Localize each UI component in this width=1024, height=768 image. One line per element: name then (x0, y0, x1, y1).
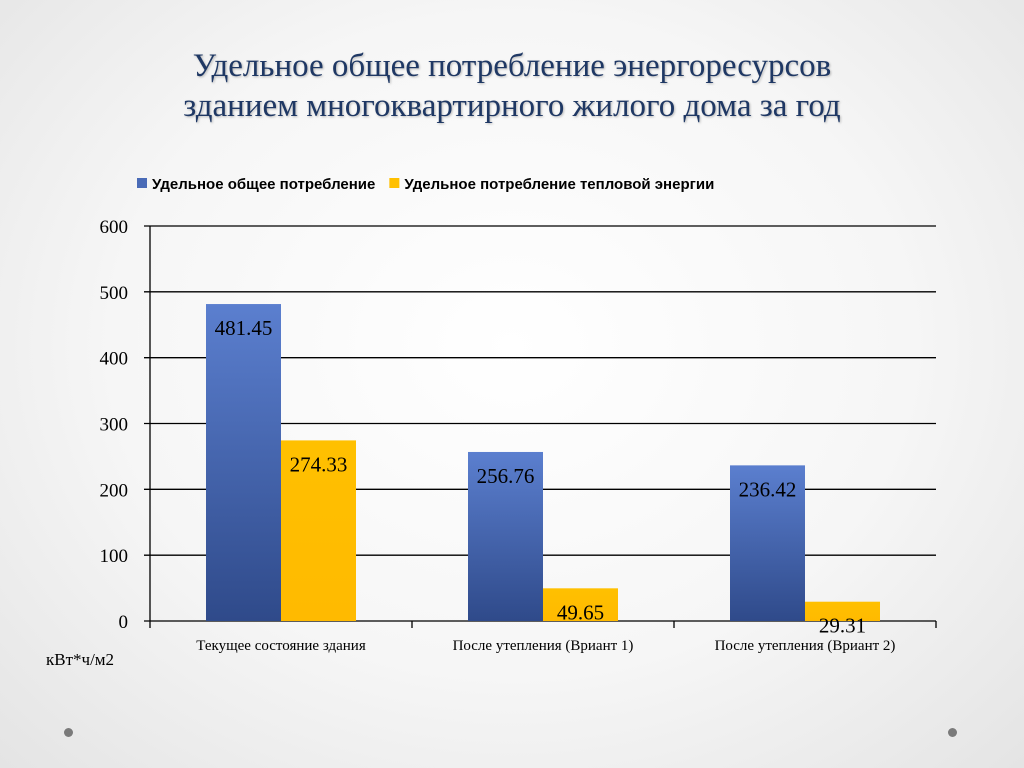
chart-bars (206, 304, 880, 621)
y-tick-label-100: 100 (100, 546, 129, 567)
y-tick-label-0: 0 (119, 612, 129, 633)
legend-swatch-2 (389, 178, 400, 188)
y-tick-label-500: 500 (100, 283, 129, 304)
chart-data-labels: 481.45 274.33 256.76 49.65 236.42 29.31 (215, 316, 867, 638)
x-axis: Текущее состояние здания После утепления … (149, 621, 937, 654)
x-category-label-2: После утепления (Вриант 1) (453, 638, 634, 654)
y-tick-label-300: 300 (100, 415, 129, 436)
y-axis: 0 100 200 300 400 500 600 (100, 217, 151, 633)
chart-legend: Удельное общее потребление Удельное потре… (137, 176, 714, 193)
y-tick-label-600: 600 (100, 217, 129, 238)
slide-title-line-2: зданием многоквартирного жилого дома за … (183, 88, 841, 124)
x-category-label-1: Текущее состояние здания (196, 638, 366, 654)
data-label-s2-2: 49.65 (557, 600, 604, 624)
decorative-dot-right (948, 728, 957, 737)
bar-s1-1 (206, 304, 281, 621)
legend-label-2: Удельное потребление тепловой энергии (404, 176, 714, 193)
y-tick-label-400: 400 (100, 349, 129, 370)
bar-s2-3 (805, 601, 880, 621)
legend-swatch-1 (137, 178, 147, 188)
bar-s2-2 (543, 588, 618, 621)
data-label-s1-2: 256.76 (477, 464, 535, 488)
legend-label-1: Удельное общее потребление (152, 176, 375, 193)
y-tick-label-200: 200 (100, 480, 129, 501)
bar-s1-2 (468, 451, 543, 621)
x-category-label-3: После утепления (Вриант 2) (715, 638, 896, 654)
data-label-s2-1: 274.33 (290, 452, 348, 476)
slide-title-line-1: Удельное общее потребление энергоресурсо… (192, 48, 832, 84)
unit-label: кВт*ч/м2 (46, 650, 115, 669)
data-label-s2-3: 29.31 (819, 614, 866, 638)
data-label-s1-3: 236.42 (739, 477, 797, 501)
bar-s2-1 (281, 440, 356, 621)
decorative-dot-left (64, 728, 73, 737)
slide-title: Удельное общее потребление энергоресурсо… (0, 46, 1024, 126)
data-label-s1-1: 481.45 (215, 316, 273, 340)
bar-s1-3 (730, 465, 805, 621)
